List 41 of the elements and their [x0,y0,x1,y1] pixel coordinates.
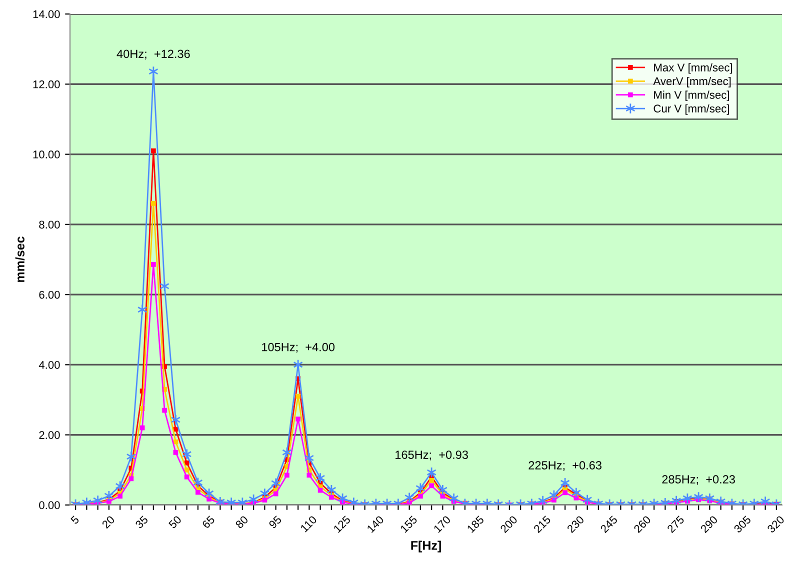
x-tick-label: 35 [134,515,148,529]
x-tick-label: 320 [766,515,785,534]
x-tick-label: 290 [700,515,718,534]
legend-label: AverV [mm/sec] [653,76,731,88]
x-tick-label: 230 [566,515,585,534]
y-tick-label: 4.00 [38,360,60,369]
y-axis-title: mm/sec [15,236,25,282]
x-tick-label: 215 [533,515,552,534]
annotation: 105Hz; +4.00 [262,342,335,353]
y-tick-label: 8.00 [39,220,60,229]
x-tick-label: 305 [733,515,752,534]
y-tick-label: 14.00 [33,10,60,18]
y-tick-label: 2.00 [39,431,60,439]
x-axis-title: F[Hz] [411,540,441,552]
x-tick-label: 245 [600,515,618,534]
x-tick-label: 110 [300,515,318,532]
y-tick-label: 12.00 [33,80,60,88]
legend-label: Max V [mm/sec] [654,63,732,74]
x-tick-label: 20 [102,515,116,529]
x-tick-label: 95 [268,515,282,529]
x-tick-label: 140 [366,515,384,533]
x-tick-label: 50 [168,515,182,529]
x-tick-label: 170 [433,515,452,533]
x-tick-label: 155 [400,515,418,533]
x-tick-label: 80 [234,515,249,529]
annotation: 225Hz; +0.63 [528,461,602,471]
y-tick-label: 10.00 [33,150,60,158]
x-tick-label: 65 [202,515,216,529]
x-tick-label: 260 [633,515,652,534]
annotation: 40Hz; +12.36 [116,50,190,60]
legend-label: Min V [mm/sec] [654,90,729,102]
x-tick-label: 185 [466,515,484,533]
x-tick-label: 275 [666,515,685,534]
x-tick-label: 5 [70,515,80,525]
y-tick-label: 6.00 [39,290,60,299]
y-tick-label: 0.00 [39,501,60,510]
x-tick-label: 125 [333,515,351,533]
annotation: 285Hz; +0.23 [662,475,735,485]
x-tick-label: 200 [500,515,518,534]
annotation: 165Hz; +0.93 [396,450,468,460]
legend-label: Cur V [mm/sec] [654,104,729,115]
